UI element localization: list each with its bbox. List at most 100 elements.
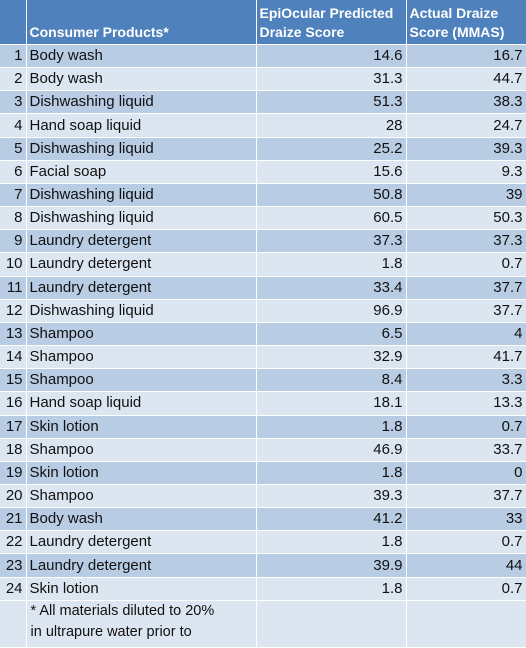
table-row: 14 Shampoo 32.9 41.7 — [0, 345, 526, 370]
row-number: 16 — [0, 391, 27, 416]
product-name: Shampoo — [26, 322, 257, 347]
table-row: 9 Laundry detergent 37.3 37.3 — [0, 229, 526, 254]
footnote-text: * All materials diluted to 20% in ultrapu… — [26, 600, 257, 648]
table-row: 24 Skin lotion 1.8 0.7 — [0, 577, 526, 602]
product-name: Dishwashing liquid — [26, 299, 257, 323]
predicted-score: 41.2 — [256, 507, 407, 532]
predicted-score: 6.5 — [256, 322, 407, 347]
row-number: 13 — [0, 322, 27, 347]
table-row: 23 Laundry detergent 39.9 44 — [0, 553, 526, 578]
product-name: Shampoo — [26, 368, 257, 393]
row-number: 22 — [0, 530, 27, 555]
product-name: Laundry detergent — [26, 530, 257, 555]
row-number: 12 — [0, 299, 27, 323]
row-number: 21 — [0, 507, 27, 532]
table-row: 4 Hand soap liquid 28 24.7 — [0, 113, 526, 138]
actual-score: 0.7 — [406, 577, 526, 602]
product-name: Dishwashing liquid — [26, 183, 257, 208]
table-row: 11 Laundry detergent 33.4 37.7 — [0, 276, 526, 300]
header-consumer-products: Consumer Products* — [26, 0, 257, 45]
table-body: 1 Body wash 14.6 16.7 2 Body wash 31.3 44.7 3 Dis… — [0, 44, 526, 602]
actual-score: 24.7 — [406, 113, 526, 138]
row-number: 18 — [0, 438, 27, 462]
row-number: 9 — [0, 229, 27, 254]
table-row: 22 Laundry detergent 1.8 0.7 — [0, 530, 526, 555]
predicted-score: 50.8 — [256, 183, 407, 208]
row-number: 6 — [0, 160, 27, 184]
product-name: Laundry detergent — [26, 276, 257, 300]
row-number: 7 — [0, 183, 27, 208]
table-row: 1 Body wash 14.6 16.7 — [0, 44, 526, 69]
predicted-score: 46.9 — [256, 438, 407, 462]
row-number: 2 — [0, 67, 27, 92]
predicted-score: 33.4 — [256, 276, 407, 300]
actual-score: 13.3 — [406, 391, 526, 416]
row-number: 14 — [0, 345, 27, 370]
row-number: 3 — [0, 90, 27, 115]
header-number — [0, 0, 27, 45]
row-number: 17 — [0, 415, 27, 439]
actual-score: 4 — [406, 322, 526, 347]
row-number: 5 — [0, 137, 27, 161]
actual-score: 0.7 — [406, 252, 526, 277]
predicted-score: 1.8 — [256, 577, 407, 602]
actual-score: 37.7 — [406, 299, 526, 323]
product-name: Shampoo — [26, 484, 257, 509]
table-row: 19 Skin lotion 1.8 0 — [0, 461, 526, 485]
predicted-score: 1.8 — [256, 461, 407, 485]
predicted-score: 60.5 — [256, 206, 407, 231]
product-name: Body wash — [26, 67, 257, 92]
footnote-empty-1 — [256, 600, 407, 648]
footnote-empty-2 — [406, 600, 526, 648]
table-row: 12 Dishwashing liquid 96.9 37.7 — [0, 299, 526, 323]
table-row: 17 Skin lotion 1.8 0.7 — [0, 415, 526, 439]
actual-score: 3.3 — [406, 368, 526, 393]
product-name: Laundry detergent — [26, 229, 257, 254]
row-number: 8 — [0, 206, 27, 231]
product-name: Hand soap liquid — [26, 391, 257, 416]
row-number: 23 — [0, 553, 27, 578]
row-number: 20 — [0, 484, 27, 509]
header-actual-score: Actual Draize Score (MMAS) — [406, 0, 526, 45]
predicted-score: 39.3 — [256, 484, 407, 509]
actual-score: 39.3 — [406, 137, 526, 161]
predicted-score: 96.9 — [256, 299, 407, 323]
predicted-score: 1.8 — [256, 252, 407, 277]
table-row: 6 Facial soap 15.6 9.3 — [0, 160, 526, 184]
product-name: Dishwashing liquid — [26, 90, 257, 115]
predicted-score: 25.2 — [256, 137, 407, 161]
table-row: 15 Shampoo 8.4 3.3 — [0, 368, 526, 393]
product-name: Shampoo — [26, 438, 257, 462]
table-row: 2 Body wash 31.3 44.7 — [0, 67, 526, 92]
actual-score: 44.7 — [406, 67, 526, 92]
product-name: Skin lotion — [26, 415, 257, 439]
footnote-row: * All materials diluted to 20% in ultrapu… — [0, 600, 526, 648]
table-row: 3 Dishwashing liquid 51.3 38.3 — [0, 90, 526, 115]
predicted-score: 32.9 — [256, 345, 407, 370]
predicted-score: 1.8 — [256, 415, 407, 439]
table-row: 13 Shampoo 6.5 4 — [0, 322, 526, 347]
predicted-score: 37.3 — [256, 229, 407, 254]
predicted-score: 15.6 — [256, 160, 407, 184]
actual-score: 44 — [406, 553, 526, 578]
predicted-score: 28 — [256, 113, 407, 138]
actual-score: 33.7 — [406, 438, 526, 462]
table-row: 18 Shampoo 46.9 33.7 — [0, 438, 526, 462]
table-row: 16 Hand soap liquid 18.1 13.3 — [0, 391, 526, 416]
predicted-score: 1.8 — [256, 530, 407, 555]
product-name: Hand soap liquid — [26, 113, 257, 138]
actual-score: 50.3 — [406, 206, 526, 231]
table-row: 8 Dishwashing liquid 60.5 50.3 — [0, 206, 526, 231]
actual-score: 33 — [406, 507, 526, 532]
row-number: 19 — [0, 461, 27, 485]
actual-score: 0.7 — [406, 530, 526, 555]
actual-score: 37.7 — [406, 276, 526, 300]
actual-score: 37.7 — [406, 484, 526, 509]
actual-score: 37.3 — [406, 229, 526, 254]
table-row: 5 Dishwashing liquid 25.2 39.3 — [0, 137, 526, 161]
row-number: 4 — [0, 113, 27, 138]
actual-score: 9.3 — [406, 160, 526, 184]
row-number: 15 — [0, 368, 27, 393]
actual-score: 0 — [406, 461, 526, 485]
